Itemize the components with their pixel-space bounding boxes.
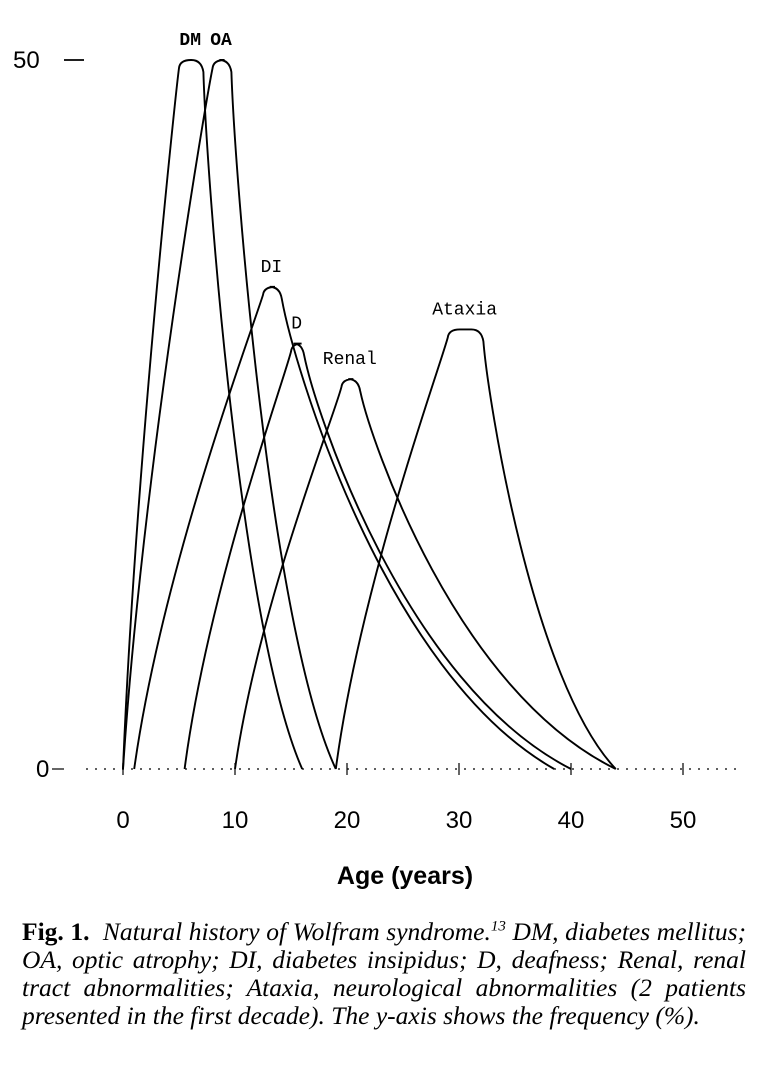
caption-text-body: DM, diabetes mellitus; OA, optic atrophy… [22, 917, 747, 1030]
series-curves [122, 59, 617, 770]
series-labels: DM OA DI D Renal Ataxia [179, 31, 497, 370]
series-dm-label: DM [179, 31, 201, 51]
chart: 0 50 0 10 20 30 40 50 DM OA DI D Renal Ataxia Age (… [13, 31, 742, 890]
y-tick-label: 50 [13, 47, 40, 74]
x-tick-label: 10 [222, 807, 249, 834]
x-tick-label: 20 [334, 807, 361, 834]
series-ataxia-label: Ataxia [432, 300, 497, 320]
figure-caption: Fig. 1. Natural history of Wolfram syndr… [22, 918, 746, 1030]
series-renal-curve [234, 378, 617, 770]
caption-figure-number: Fig. 1. [22, 917, 90, 946]
y-tick-label: 0 [36, 756, 49, 783]
series-ataxia-curve [334, 328, 617, 770]
series-oa-label: OA [210, 31, 232, 51]
series-dm-curve [122, 59, 304, 770]
x-tick-label: 30 [446, 807, 473, 834]
x-tick-label: 0 [116, 807, 129, 834]
series-renal-label: Renal [323, 350, 377, 370]
x-tick-label: 50 [670, 807, 697, 834]
caption-text-title: Natural history of Wolfram syndrome. [102, 917, 491, 946]
series-d-curve [183, 342, 572, 770]
y-axis: 0 50 [13, 47, 84, 783]
x-axis: 0 10 20 30 40 50 [116, 763, 696, 834]
series-di-curve [133, 285, 555, 770]
series-di-label: DI [261, 258, 283, 278]
series-d-label: D [291, 315, 302, 335]
series-oa-curve [122, 59, 337, 770]
caption-reference: 13 [490, 918, 506, 935]
x-axis-label: Age (years) [337, 862, 473, 890]
x-tick-label: 40 [558, 807, 585, 834]
